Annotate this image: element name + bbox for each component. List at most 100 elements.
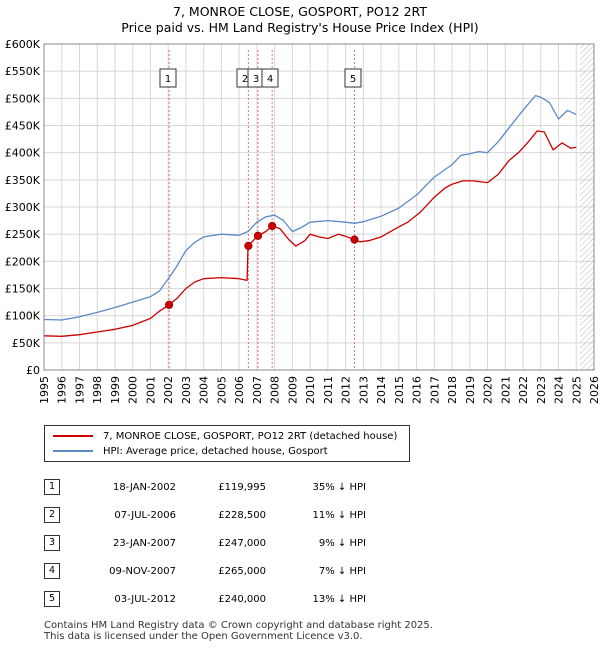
legend: 7, MONROE CLOSE, GOSPORT, PO12 2RT (deta… [44,425,410,462]
sale-label-number: 3 [253,74,259,85]
x-tick-label: 2007 [251,376,264,404]
sale-date: 07-JUL-2006 [114,509,176,521]
x-tick-label: 1996 [56,376,69,404]
x-tick-label: 2008 [269,376,282,404]
y-tick-label: £250K [5,228,41,241]
x-tick-label: 2020 [482,376,495,404]
x-tick-label: 2026 [588,376,600,404]
sales-row: 5 03-JUL-2012 £240,000 13% ↓ HPI [44,585,366,613]
y-tick-label: £100K [5,310,41,323]
x-tick-label: 2018 [446,376,459,404]
sale-number-badge: 5 [44,591,60,607]
sales-table: 1 18-JAN-2002 £119,995 35% ↓ HPI 2 07-JUL-200… [44,473,366,613]
y-tick-label: £0 [26,364,40,377]
y-tick-label: £200K [5,255,41,268]
x-tick-label: 2001 [144,376,157,404]
x-tick-label: 2025 [570,376,583,404]
x-tick-label: 2014 [375,376,388,404]
sale-number-badge: 1 [44,479,60,495]
legend-swatch-hpi [53,450,93,452]
sale-price: £240,000 [218,593,266,605]
y-tick-label: £350K [5,174,41,187]
chart-title: 7, MONROE CLOSE, GOSPORT, PO12 2RT [173,4,427,19]
y-tick-label: £600K [5,38,41,51]
plot-frame [43,43,595,371]
y-tick-label: £300K [5,201,41,214]
hpi-line [43,94,577,321]
y-tick-label: £150K [5,283,41,296]
x-tick-label: 2012 [340,376,353,404]
x-tick-label: 2005 [215,376,228,404]
sale-label-number: 1 [165,74,171,85]
x-tick-label: 2022 [517,376,530,404]
sale-date: 18-JAN-2002 [112,481,176,493]
sale-date: 09-NOV-2007 [109,565,176,577]
x-tick-label: 2017 [428,376,441,404]
sales-row: 1 18-JAN-2002 £119,995 35% ↓ HPI [44,473,366,501]
sale-point [244,241,253,250]
sales-row: 3 23-JAN-2007 £247,000 9% ↓ HPI [44,529,366,557]
sale-number-badge: 3 [44,535,60,551]
sale-label-number: 4 [267,74,273,85]
legend-label-property: 7, MONROE CLOSE, GOSPORT, PO12 2RT (deta… [103,430,398,442]
x-tick-label: 1997 [73,376,86,404]
x-tick-label: 2010 [304,376,317,404]
sale-label-number: 2 [242,74,248,85]
x-tick-label: 2021 [499,376,512,404]
x-tick-label: 1999 [109,376,122,404]
sale-label-box [159,68,177,88]
sale-point [164,300,174,309]
x-tick-label: 2002 [162,376,175,404]
sale-hpi-diff: 35% ↓ HPI [312,481,366,493]
x-tick-label: 1998 [91,376,104,404]
legend-item-property: 7, MONROE CLOSE, GOSPORT, PO12 2RT (deta… [53,429,397,443]
x-tick-label: 2009 [286,376,299,404]
y-tick-label: £550K [5,65,41,78]
sale-hpi-diff: 9% ↓ HPI [318,537,366,549]
sale-date: 23-JAN-2007 [112,537,176,549]
sale-hpi-diff: 7% ↓ HPI [318,565,366,577]
y-tick-label: £500K [5,92,41,105]
sale-label-number: 5 [350,74,356,85]
x-tick-label: 2004 [198,376,211,404]
footer: Contains HM Land Registry data © Crown c… [44,620,433,642]
x-tick-label: 2000 [127,376,140,404]
sale-number-badge: 4 [44,563,60,579]
x-tick-label: 2019 [464,376,477,404]
sale-point [253,231,263,240]
x-tick-label: 2024 [553,376,566,404]
sale-price: £228,500 [218,509,266,521]
x-tick-label: 2015 [393,376,406,404]
sale-date: 03-JUL-2012 [114,593,176,605]
x-tick-label: 2016 [411,376,424,404]
legend-item-hpi: HPI: Average price, detached house, Gosp… [53,444,328,458]
y-tick-label: £450K [5,120,41,133]
sale-label-box [344,68,362,88]
sale-number-badge: 2 [44,507,60,523]
sales-row: 2 07-JUL-2006 £228,500 11% ↓ HPI [44,501,366,529]
sales-row: 4 09-NOV-2007 £265,000 7% ↓ HPI [44,557,366,585]
x-tick-label: 2013 [357,376,370,404]
x-tick-label: 2011 [322,376,335,404]
footer-copyright: Contains HM Land Registry data © Crown c… [44,620,433,631]
sale-price: £247,000 [218,537,266,549]
sale-price: £265,000 [218,565,266,577]
sale-label-box [261,68,279,88]
x-tick-label: 2006 [233,376,246,404]
y-tick-label: £400K [5,147,41,160]
legend-label-hpi: HPI: Average price, detached house, Gosp… [103,445,328,457]
legend-swatch-property [53,435,93,437]
x-tick-label: 2023 [535,376,548,404]
sale-hpi-diff: 11% ↓ HPI [312,509,366,521]
sale-point [268,221,277,231]
sale-hpi-diff: 13% ↓ HPI [312,593,366,605]
y-tick-label: £50K [12,337,41,350]
x-tick-label: 2003 [180,376,193,404]
sale-point [350,235,359,244]
sale-price: £119,995 [218,481,266,493]
footer-license: This data is licensed under the Open Gov… [44,631,363,642]
property-price-line [43,130,577,337]
forecast-hatch [579,44,594,370]
chart-subtitle: Price paid vs. HM Land Registry's House … [121,20,479,35]
